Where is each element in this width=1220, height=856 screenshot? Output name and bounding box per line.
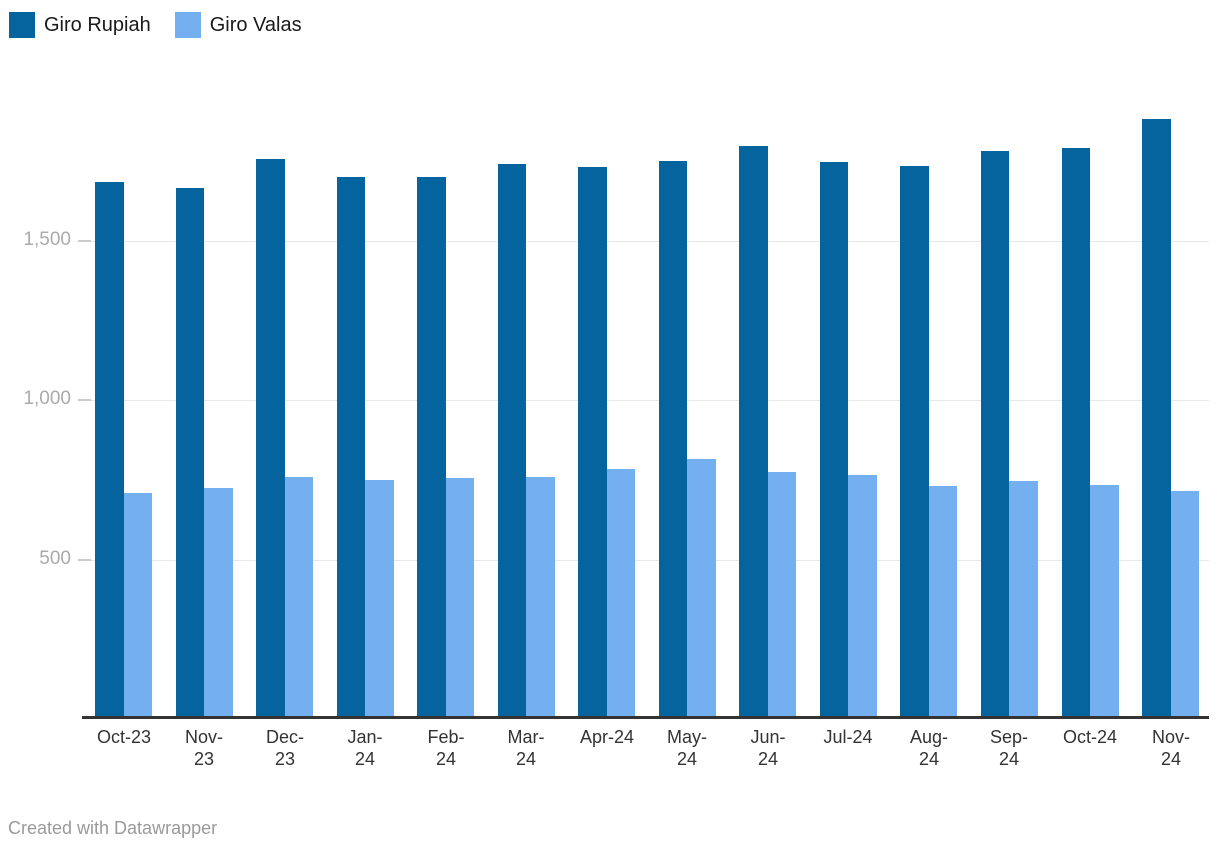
bar-giro-rupiah-jun-24 <box>739 146 768 719</box>
legend-label-giro-valas: Giro Valas <box>209 14 302 36</box>
x-axis-label-aug-24: Aug- 24 <box>909 727 949 769</box>
attribution-text: Created with Datawrapper <box>8 818 218 838</box>
legend-swatch-giro-rupiah <box>9 12 35 38</box>
x-axis-line <box>82 716 1209 719</box>
bar-giro-valas-aug-24 <box>928 486 958 719</box>
y-axis-tick-1500 <box>78 240 91 242</box>
bar-giro-rupiah-oct-24 <box>1061 148 1090 719</box>
y-axis-label-1500: 1,500 <box>23 229 71 250</box>
legend: Giro Rupiah Giro Valas <box>9 12 302 38</box>
bar-giro-valas-oct-23 <box>123 492 152 719</box>
bar-giro-rupiah-jul-24 <box>819 162 849 719</box>
bar-giro-rupiah-may-24 <box>658 160 688 720</box>
bar-giro-rupiah-oct-23 <box>95 181 124 719</box>
x-axis-label-nov-23: Nov- 23 <box>184 727 223 769</box>
bar-giro-rupiah-sep-24 <box>980 151 1010 719</box>
x-axis-label-may-24: May- 24 <box>667 727 707 769</box>
x-axis-label-jun-24: Jun- 24 <box>750 727 786 769</box>
x-axis-label-dec-23: Dec- 23 <box>265 727 304 769</box>
gridline-500 <box>91 560 1209 561</box>
bar-giro-valas-nov-24 <box>1170 490 1199 719</box>
bar-giro-rupiah-jan-24 <box>336 176 366 719</box>
bar-giro-valas-mar-24 <box>526 476 555 719</box>
x-axis-label-jul-24: Jul-24 <box>823 727 873 747</box>
x-axis-label-apr-24: Apr-24 <box>579 727 635 747</box>
x-axis-label-oct-24: Oct-24 <box>1062 727 1118 747</box>
bar-giro-valas-dec-23 <box>284 476 314 719</box>
legend-item-giro-rupiah: Giro Rupiah <box>9 12 151 38</box>
gridline-1500 <box>91 241 1209 242</box>
bar-giro-rupiah-feb-24 <box>417 176 446 719</box>
x-axis-label-feb-24: Feb- 24 <box>427 727 465 769</box>
gridline-1000 <box>91 400 1209 401</box>
bar-giro-rupiah-dec-23 <box>256 159 285 719</box>
bar-giro-rupiah-mar-24 <box>497 163 527 719</box>
x-axis-label-oct-23: Oct-23 <box>96 727 152 747</box>
bar-giro-rupiah-aug-24 <box>900 165 929 719</box>
bar-giro-rupiah-apr-24 <box>578 167 607 719</box>
bar-giro-valas-nov-23 <box>204 487 233 719</box>
x-axis-label-mar-24: Mar- 24 <box>507 727 545 769</box>
bar-giro-valas-apr-24 <box>606 468 636 719</box>
legend-swatch-giro-valas <box>174 12 201 38</box>
bar-giro-valas-sep-24 <box>1009 481 1038 719</box>
bar-giro-valas-jan-24 <box>365 479 394 720</box>
bar-giro-valas-feb-24 <box>445 478 475 719</box>
x-axis-label-sep-24: Sep- 24 <box>989 727 1029 769</box>
x-axis-label-nov-24: Nov- 24 <box>1151 727 1190 769</box>
bar-giro-valas-oct-24 <box>1090 484 1119 719</box>
bar-giro-valas-jun-24 <box>767 471 797 719</box>
y-axis-tick-1000 <box>78 399 91 401</box>
bar-giro-valas-jul-24 <box>848 475 877 719</box>
legend-label-giro-rupiah: Giro Rupiah <box>44 14 151 36</box>
bar-giro-valas-may-24 <box>687 459 716 719</box>
bar-giro-rupiah-nov-24 <box>1142 119 1171 719</box>
y-axis-label-1000: 1,000 <box>23 388 71 409</box>
legend-item-giro-valas: Giro Valas <box>174 12 302 38</box>
bar-giro-rupiah-nov-23 <box>175 187 204 719</box>
y-axis-label-500: 500 <box>39 548 71 569</box>
y-axis-tick-500 <box>78 559 91 561</box>
x-axis-label-jan-24: Jan- 24 <box>347 727 383 769</box>
